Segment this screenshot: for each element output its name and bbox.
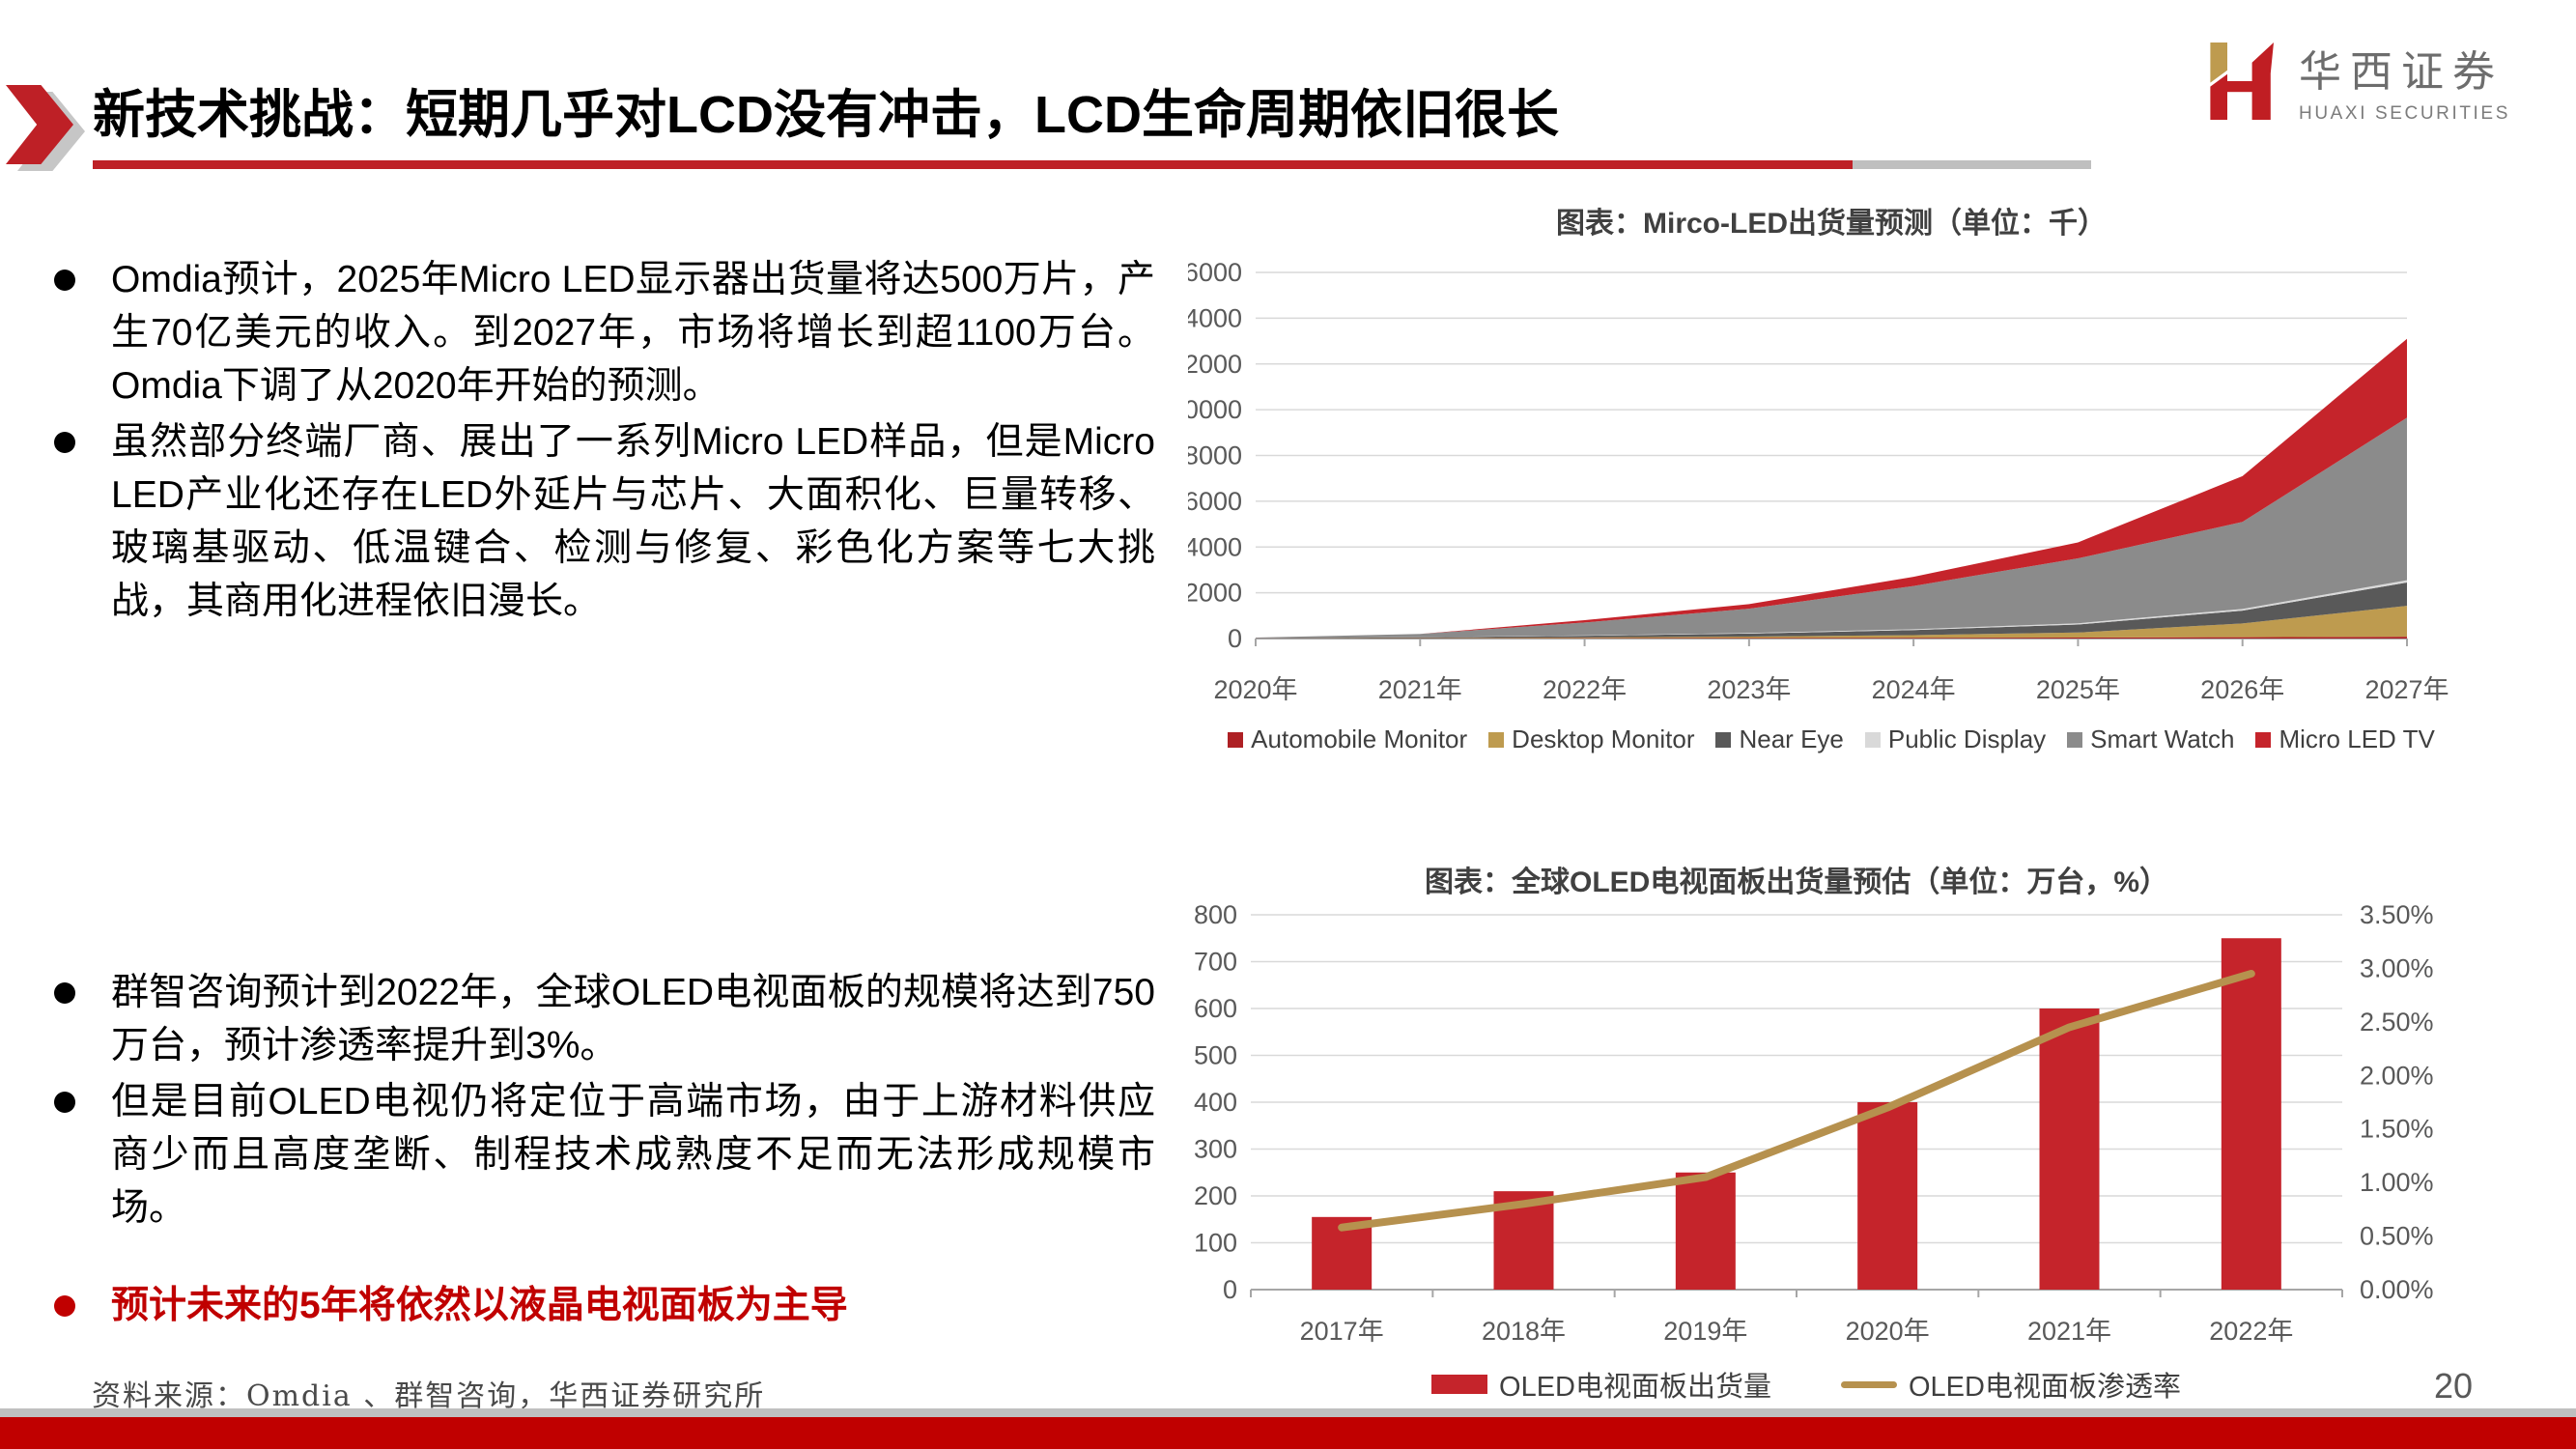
page-number: 20 <box>2434 1366 2474 1406</box>
legend-bar-swatch <box>1431 1375 1488 1394</box>
svg-text:800: 800 <box>1194 900 1237 929</box>
svg-text:2.00%: 2.00% <box>2360 1061 2434 1090</box>
legend-label: Near Eye <box>1739 724 1844 753</box>
svg-text:8000: 8000 <box>1188 441 1242 470</box>
svg-text:300: 300 <box>1194 1135 1237 1164</box>
legend-line-swatch <box>1841 1380 1897 1388</box>
legend-item: Micro LED TV <box>2255 724 2435 754</box>
svg-text:1.50%: 1.50% <box>2360 1115 2434 1144</box>
legend-swatch <box>2255 731 2272 748</box>
bullet-item: Omdia预计，2025年Micro LED显示器出货量将达500万片，产生70… <box>44 253 1155 412</box>
legend-item: Desktop Monitor <box>1488 724 1694 754</box>
svg-text:2.50%: 2.50% <box>2360 1008 2434 1037</box>
huaxi-logo-icon <box>2210 42 2274 120</box>
svg-text:2020年: 2020年 <box>1846 1317 1930 1346</box>
svg-text:2017年: 2017年 <box>1300 1317 1384 1346</box>
legend-item: Public Display <box>1864 724 2047 754</box>
svg-text:2026年: 2026年 <box>2200 675 2284 704</box>
svg-text:2020年: 2020年 <box>1213 675 1297 704</box>
svg-text:1.00%: 1.00% <box>2360 1168 2434 1197</box>
legend-swatch <box>1864 731 1881 748</box>
svg-text:0.00%: 0.00% <box>2360 1275 2434 1304</box>
oled-bar-line-chart: 0 100 200 300 400 500 600 700 800 0.00% 0.50% 1.00%… <box>1194 900 2434 1346</box>
svg-text:10000: 10000 <box>1188 395 1242 424</box>
svg-text:2025年: 2025年 <box>2036 675 2120 704</box>
logo-text: 华西证券 HUAXI SECURITIES <box>2299 37 2510 125</box>
title-underline-gray <box>1853 160 2091 169</box>
legend-swatch <box>2067 731 2083 748</box>
bullet-group-highlight: 预计未来的5年将依然以液晶电视面板为主导 <box>44 1279 1155 1335</box>
svg-text:2021年: 2021年 <box>2027 1317 2111 1346</box>
legend-swatch <box>1228 731 1244 748</box>
svg-text:3.00%: 3.00% <box>2360 953 2434 982</box>
highlight-bullet-item: 预计未来的5年将依然以液晶电视面板为主导 <box>44 1279 1155 1332</box>
svg-text:0.50%: 0.50% <box>2360 1222 2434 1251</box>
bullet-item: 群智咨询预计到2022年，全球OLED电视面板的规模将达到750万台，预计渗透率… <box>44 966 1155 1072</box>
title-underline-red <box>93 160 1853 169</box>
bullet-group-top: Omdia预计，2025年Micro LED显示器出货量将达500万片，产生70… <box>44 253 1155 631</box>
chart-title-micro-led: 图表：Mirco-LED出货量预测（单位：千） <box>1556 208 2107 240</box>
svg-text:6000: 6000 <box>1188 487 1242 516</box>
legend-item: Smart Watch <box>2067 724 2234 754</box>
legend-label: OLED电视面板渗透率 <box>1909 1372 2181 1403</box>
svg-text:4000: 4000 <box>1188 532 1242 561</box>
svg-text:700: 700 <box>1194 948 1237 977</box>
logo: 华西证券 HUAXI SECURITIES <box>2204 37 2510 125</box>
micro-led-chart-legend: Automobile Monitor Desktop Monitor Near Ey… <box>1198 724 2465 754</box>
svg-text:2019年: 2019年 <box>1663 1317 1747 1346</box>
chevron-icon <box>6 85 89 171</box>
legend-label: Smart Watch <box>2090 724 2235 753</box>
footer-gray-strip <box>0 1408 2576 1417</box>
svg-text:2018年: 2018年 <box>1482 1317 1566 1346</box>
svg-text:200: 200 <box>1194 1181 1237 1210</box>
bullet-item: 但是目前OLED电视仍将定位于高端市场，由于上游材料供应商少而且高度垄断、制程技… <box>44 1075 1155 1235</box>
legend-swatch <box>1715 731 1732 748</box>
chart-title-oled: 图表：全球OLED电视面板出货量预估（单位：万台，%） <box>1424 867 2168 898</box>
source-note: 资料来源：Omdia 、群智咨询，华西证券研究所 <box>92 1379 766 1413</box>
bullet-group-bottom: 群智咨询预计到2022年，全球OLED电视面板的规模将达到750万台，预计渗透率… <box>44 966 1155 1237</box>
svg-text:2024年: 2024年 <box>1872 675 1956 704</box>
legend-label: Desktop Monitor <box>1512 724 1695 753</box>
svg-text:2021年: 2021年 <box>1378 675 1462 704</box>
svg-text:400: 400 <box>1194 1088 1237 1117</box>
svg-text:2022年: 2022年 <box>1543 675 1627 704</box>
footer-red-strip <box>0 1417 2576 1449</box>
legend-item: OLED电视面板渗透率 <box>1841 1364 2181 1405</box>
logo-en-text: HUAXI SECURITIES <box>2299 103 2510 124</box>
svg-text:0: 0 <box>1228 624 1242 653</box>
micro-led-area-chart: 0 2000 4000 6000 8000 10000 12000 14000 16000 202… <box>1188 258 2449 704</box>
oled-chart-legend: OLED电视面板出货量 OLED电视面板渗透率 <box>1188 1364 2424 1405</box>
svg-text:0: 0 <box>1223 1275 1237 1304</box>
svg-text:100: 100 <box>1194 1229 1237 1258</box>
legend-swatch <box>1488 731 1505 748</box>
legend-item: Near Eye <box>1715 724 1844 754</box>
svg-text:12000: 12000 <box>1188 350 1242 379</box>
legend-label: Micro LED TV <box>2279 724 2435 753</box>
svg-text:2027年: 2027年 <box>2364 675 2449 704</box>
svg-text:2022年: 2022年 <box>2209 1317 2293 1346</box>
legend-label: Automobile Monitor <box>1251 724 1468 753</box>
svg-text:16000: 16000 <box>1188 258 1242 287</box>
page-title: 新技术挑战：短期几乎对LCD没有冲击，LCD生命周期依旧很长 <box>93 86 1559 144</box>
svg-text:3.50%: 3.50% <box>2360 900 2434 929</box>
svg-text:500: 500 <box>1194 1041 1237 1070</box>
logo-cn-text: 华西证券 <box>2299 47 2504 97</box>
svg-text:2000: 2000 <box>1188 579 1242 608</box>
legend-item: OLED电视面板出货量 <box>1431 1364 1771 1405</box>
legend-label: Public Display <box>1887 724 2047 753</box>
legend-item: Automobile Monitor <box>1228 724 1467 754</box>
svg-text:2023年: 2023年 <box>1707 675 1791 704</box>
svg-text:600: 600 <box>1194 994 1237 1023</box>
bullet-item: 虽然部分终端厂商、展出了一系列Micro LED样品，但是Micro LED产业… <box>44 415 1155 628</box>
svg-text:14000: 14000 <box>1188 303 1242 332</box>
legend-label: OLED电视面板出货量 <box>1499 1372 1771 1403</box>
